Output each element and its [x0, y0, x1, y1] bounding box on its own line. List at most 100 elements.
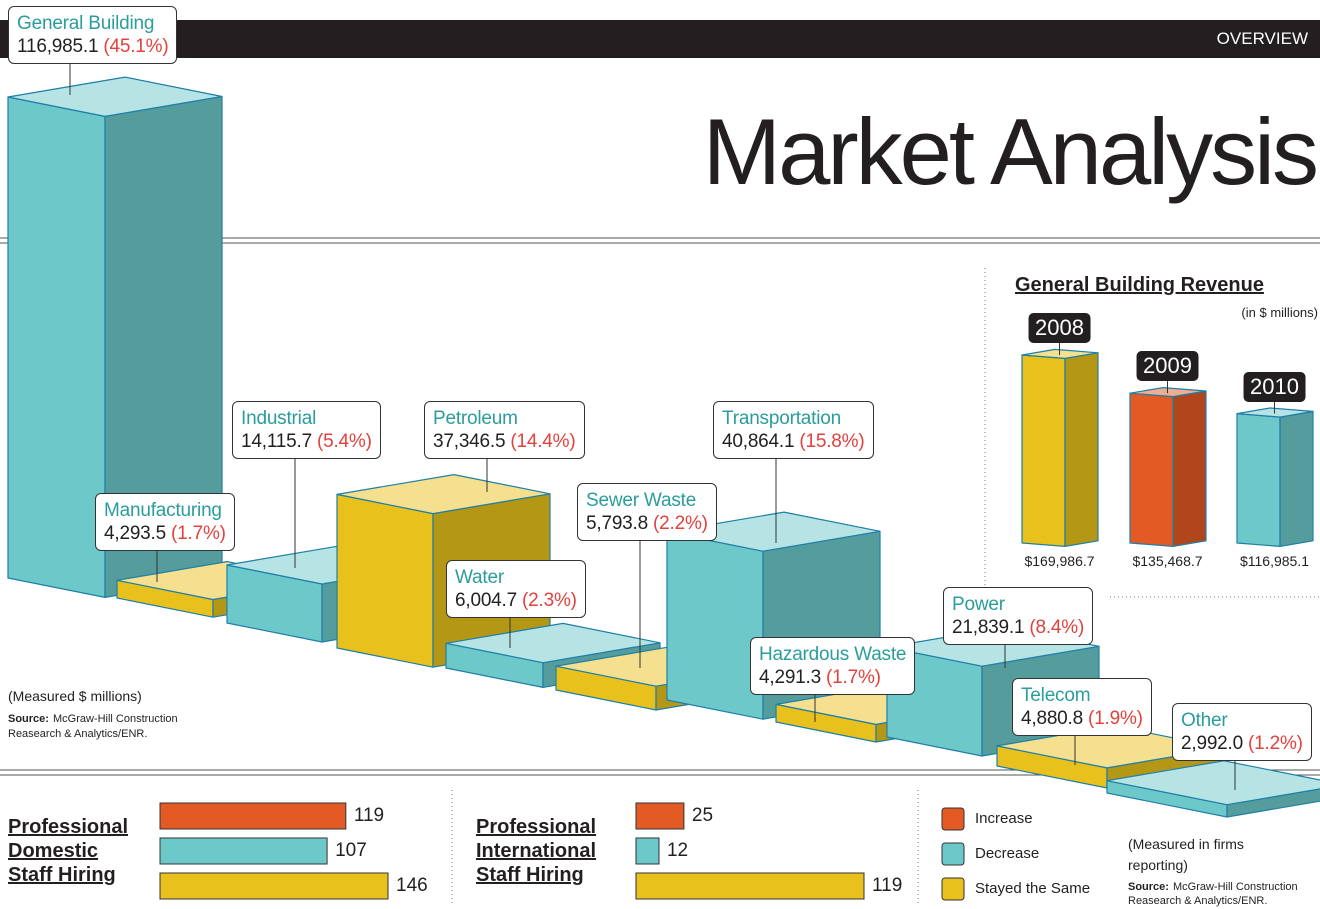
callout: Industrial 14,115.7 (5.4%)	[232, 401, 381, 459]
category-label: Petroleum	[433, 408, 518, 429]
bar	[1021, 348, 1099, 548]
category-label: Telecom	[1021, 685, 1091, 706]
bar	[159, 837, 328, 865]
source: Source: McGraw-Hill Construction Reasearc…	[8, 712, 228, 742]
value-line: 4,291.3 (1.7%)	[759, 666, 906, 689]
share-label: (45.1%)	[103, 36, 169, 57]
share-label: (5.4%)	[316, 431, 372, 452]
category-label: Water	[455, 567, 504, 588]
bar	[635, 802, 685, 830]
year-label: 2009	[1136, 351, 1199, 382]
share-label: (14.4%)	[510, 431, 576, 452]
callout: Power 21,839.1 (8.4%)	[943, 587, 1094, 645]
source-text: McGraw-Hill Construction Reasearch & Ana…	[8, 713, 178, 740]
year-label: 2010	[1243, 371, 1306, 402]
category-label: General Building	[17, 13, 155, 34]
bar-front	[1236, 413, 1281, 548]
value-label: 4,291.3	[759, 667, 821, 688]
page-title: Market Analysis	[702, 99, 1319, 204]
category-label: Hazardous Waste	[759, 644, 907, 665]
bar-side	[1064, 352, 1099, 548]
share-label: (8.4%)	[1029, 617, 1085, 638]
source: Source: McGraw-Hill Construction Reasearc…	[1128, 880, 1320, 908]
header-band	[0, 20, 1320, 58]
value-line: 116,985.1 (45.1%)	[17, 35, 169, 58]
bar	[1236, 407, 1314, 548]
bar-side	[1172, 390, 1207, 548]
value-label: $135,468.7	[1132, 553, 1203, 569]
value-label: 116,985.1	[17, 36, 99, 57]
callout: Manufacturing 4,293.5 (1.7%)	[95, 493, 235, 551]
callout: Water 6,004.7 (2.3%)	[446, 560, 586, 618]
bar-top	[1106, 760, 1320, 806]
source-text: McGraw-Hill Construction Reasearch & Ana…	[1128, 881, 1298, 907]
chart-title: Professional International Staff Hiring	[476, 816, 597, 886]
value-label: $169,986.7	[1024, 553, 1095, 569]
value-label: 6,004.7	[455, 590, 517, 611]
callout: Transportation 40,864.1 (15.8%)	[713, 401, 874, 459]
callout: Petroleum 37,346.5 (14.4%)	[424, 401, 585, 459]
value-label: $116,985.1	[1239, 553, 1310, 569]
source-label: Source:	[1128, 881, 1169, 893]
callout: Other 2,992.0 (1.2%)	[1172, 703, 1312, 761]
share-label: (1.7%)	[171, 523, 226, 544]
value-label: 14,115.7	[241, 431, 312, 452]
share-label: (2.3%)	[522, 590, 577, 611]
bar	[1129, 387, 1207, 548]
category-label: Industrial	[241, 408, 317, 429]
value-label: 107	[335, 840, 367, 861]
share-label: (1.7%)	[826, 667, 881, 688]
value-line: 2,992.0 (1.2%)	[1181, 732, 1303, 755]
bar	[7, 76, 223, 599]
note: (Measured $ millions)	[8, 688, 142, 704]
value-label: 12	[666, 840, 689, 861]
callout: General Building 116,985.1 (45.1%)	[8, 6, 178, 64]
value-label: 21,839.1	[952, 617, 1025, 638]
section-label: OVERVIEW	[1216, 29, 1308, 48]
value-label: 119	[872, 875, 903, 896]
value-label: 4,880.8	[1021, 708, 1083, 729]
value-label: 5,793.8	[586, 513, 648, 534]
bar	[159, 802, 347, 830]
bar-front	[1129, 392, 1174, 548]
category-label: Other	[1181, 710, 1228, 731]
bar-side	[1279, 410, 1314, 548]
callout: Telecom 4,880.8 (1.9%)	[1012, 678, 1152, 736]
bar-front	[666, 531, 764, 720]
value-line: 40,864.1 (15.8%)	[722, 430, 865, 453]
value-line: 6,004.7 (2.3%)	[455, 589, 577, 612]
bar	[666, 511, 881, 720]
value-line: 4,293.5 (1.7%)	[104, 522, 226, 545]
share-label: (1.9%)	[1088, 708, 1143, 729]
bar-top	[666, 511, 881, 552]
legend-label: Stayed the Same	[975, 880, 1091, 897]
note: (Measured in firms reporting)	[1128, 836, 1244, 873]
value-label: 40,864.1	[722, 431, 795, 452]
year-label: 2008	[1028, 313, 1091, 343]
share-label: (2.2%)	[653, 513, 708, 534]
bar-front	[7, 96, 106, 599]
value-label: 119	[353, 805, 385, 826]
legend-swatch	[941, 877, 965, 901]
share-label: (1.2%)	[1248, 733, 1303, 754]
bar-side	[1226, 788, 1320, 818]
category-label: Sewer Waste	[586, 490, 697, 511]
chart-title: Professional Domestic Staff Hiring	[8, 816, 129, 886]
value-label: 37,346.5	[433, 431, 506, 452]
legend-label: Increase	[975, 810, 1033, 827]
legend-swatch	[941, 807, 965, 831]
legend-swatch	[941, 842, 965, 866]
value-line: 14,115.7 (5.4%)	[241, 430, 372, 453]
callout: Sewer Waste 5,793.8 (2.2%)	[577, 483, 717, 541]
value-label: 25	[691, 805, 714, 826]
bar	[159, 872, 389, 900]
chart-title: General Building Revenue	[1015, 274, 1264, 296]
bar	[635, 872, 865, 900]
value-line: 21,839.1 (8.4%)	[952, 616, 1084, 639]
value-line: 37,346.5 (14.4%)	[433, 430, 576, 453]
bar-top	[445, 622, 661, 664]
category-label: Transportation	[722, 408, 842, 429]
callout: Hazardous Waste 4,291.3 (1.7%)	[750, 637, 916, 695]
